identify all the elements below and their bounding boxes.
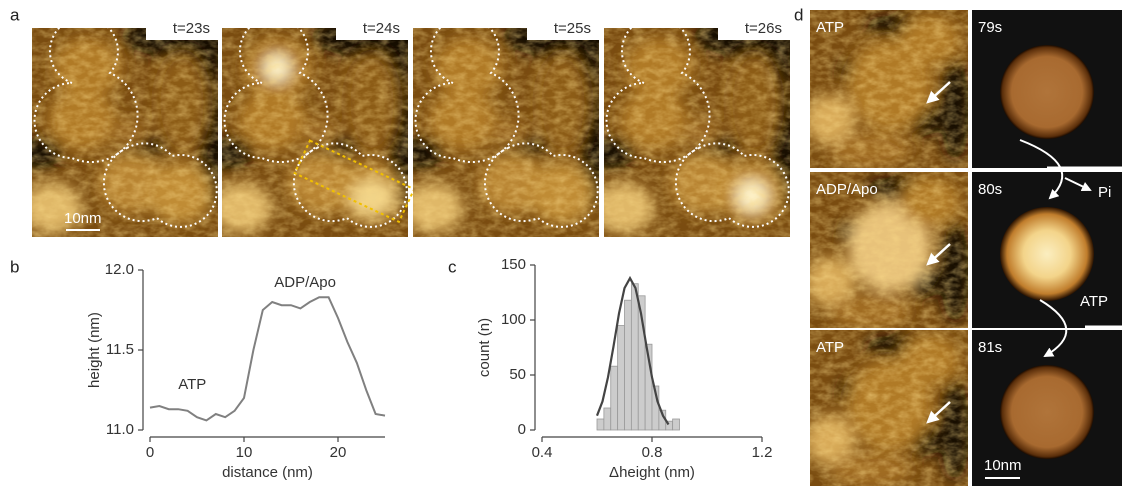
histogram-bar: [624, 299, 632, 431]
x-tick-label: 20: [330, 444, 347, 461]
profile-line: [149, 296, 386, 422]
time-box: [336, 18, 408, 40]
outline: [223, 16, 329, 163]
y-tick-label: 150: [501, 256, 526, 273]
time-label: 79s: [978, 19, 1002, 36]
panel-label: c: [448, 257, 457, 276]
x-axis-title: distance (nm): [222, 464, 313, 481]
afm-texture: [604, 28, 790, 237]
histogram-bar: [617, 325, 625, 431]
y-tick-label: 100: [501, 311, 526, 328]
y-tick-label: 12.0: [105, 261, 134, 278]
y-tick-label: 11.5: [106, 341, 134, 358]
model: [1000, 45, 1094, 139]
fit-curve: [595, 275, 670, 426]
arrow: [926, 401, 951, 424]
time-label: 80s: [978, 181, 1002, 198]
panel-label: b: [10, 257, 19, 276]
y-tick-label: 0: [518, 421, 526, 438]
release-label: Pi: [1098, 184, 1111, 201]
arrow: [926, 243, 951, 266]
afm-image: [32, 28, 218, 237]
time-box: [146, 18, 218, 40]
histogram-bar: [603, 407, 612, 431]
y-axis-title: height (nm): [86, 312, 103, 388]
afm-image: [222, 28, 408, 237]
time-box: [527, 18, 599, 40]
x-tick-label: 0: [146, 444, 154, 461]
transition-arrow: [1064, 177, 1092, 192]
state-label: ATP: [816, 339, 844, 356]
annotation: ATP: [178, 376, 206, 393]
binding-label: ATP: [1080, 293, 1108, 310]
y-axis-title: count (n): [476, 318, 493, 377]
afm-image: [604, 28, 790, 237]
afm-image: [810, 330, 968, 486]
x-axis-title: Δheight (nm): [609, 464, 695, 481]
histogram-bar: [630, 283, 639, 431]
x-tick-label: 0.4: [532, 444, 553, 461]
x-tick-label: 10: [236, 444, 253, 461]
profile-box: [293, 139, 416, 224]
outline: [414, 16, 520, 163]
panel-label: d: [794, 5, 803, 24]
scale-label: 10nm: [64, 210, 102, 227]
histogram-bar: [610, 365, 619, 431]
afm-image: [413, 28, 599, 237]
model: [1000, 365, 1094, 459]
scale-label: 10nm: [984, 457, 1022, 474]
time-label: 81s: [978, 339, 1002, 356]
time-label: t=23s: [173, 20, 210, 37]
afm-texture: [222, 28, 408, 237]
panel-label: a: [10, 5, 20, 24]
x-tick-label: 1.2: [752, 444, 773, 461]
time-label: t=25s: [554, 20, 591, 37]
transition-arrow: [1019, 139, 1064, 200]
time-box: [718, 18, 790, 40]
state-label: ADP/Apo: [816, 181, 878, 198]
x-tick-label: 0.8: [642, 444, 663, 461]
outline: [33, 16, 139, 163]
model: [1000, 207, 1094, 301]
afm-image: [810, 10, 968, 168]
afm-texture: [32, 28, 218, 237]
time-label: t=24s: [363, 20, 400, 37]
state-label: ATP: [816, 19, 844, 36]
arrow: [926, 81, 951, 104]
time-label: t=26s: [745, 20, 782, 37]
annotation: ADP/Apo: [274, 274, 336, 291]
y-tick-label: 50: [509, 366, 526, 383]
histogram-bar: [672, 418, 680, 431]
transition-arrow: [1039, 299, 1068, 358]
y-tick-label: 11.0: [106, 421, 134, 438]
afm-texture: [413, 28, 599, 237]
outline: [605, 16, 711, 163]
histogram-bar: [596, 418, 605, 431]
